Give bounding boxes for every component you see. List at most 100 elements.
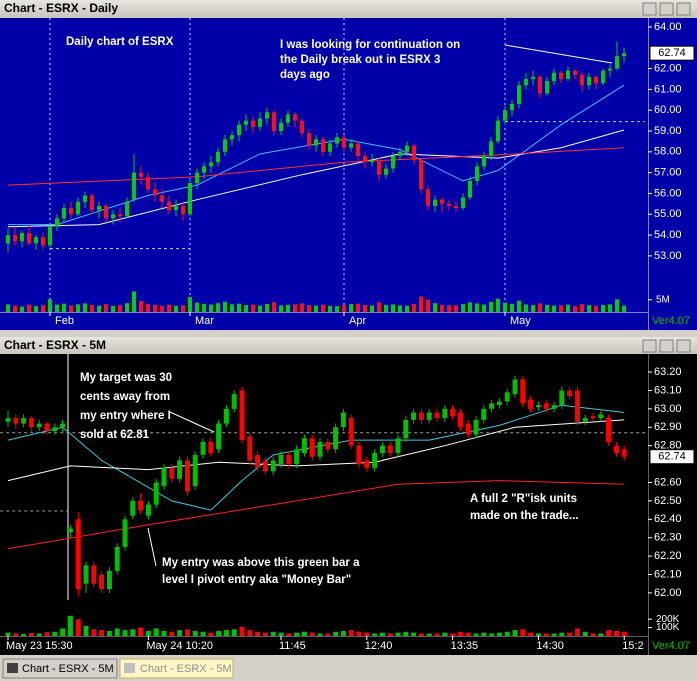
volume-bar xyxy=(504,631,510,636)
close-button[interactable] xyxy=(676,2,691,16)
annotation: days ago xyxy=(280,69,330,81)
window-buttons[interactable] xyxy=(642,339,691,353)
volume-bar xyxy=(146,304,150,312)
candle-body xyxy=(531,76,535,79)
tab-label[interactable]: Chart - ESRX - 5M xyxy=(22,663,114,675)
annotation: I was looking for continuation on xyxy=(280,39,460,51)
volume-bar xyxy=(239,626,245,636)
candle-body xyxy=(272,112,276,132)
candle-body xyxy=(559,72,563,79)
candle-body xyxy=(69,208,73,215)
volume-bar xyxy=(91,629,97,636)
candle-body xyxy=(598,414,604,419)
candle-body xyxy=(125,201,129,217)
volume-bar xyxy=(364,632,370,636)
candle-body xyxy=(512,379,518,395)
candle-body xyxy=(566,70,570,79)
max-button[interactable] xyxy=(659,339,674,353)
candle-body xyxy=(294,449,300,465)
volume-bar xyxy=(13,305,17,312)
candle-body xyxy=(91,565,97,584)
volume-bar xyxy=(426,633,432,636)
last-price-label: 62.74 xyxy=(658,47,686,59)
candle-body xyxy=(255,454,261,468)
volume-bar xyxy=(122,630,128,636)
volume-bar xyxy=(36,633,42,636)
volume-bar xyxy=(209,304,213,312)
y-tick-label: 53.00 xyxy=(654,250,682,262)
candle-body xyxy=(270,460,276,472)
volume-bar xyxy=(294,632,300,636)
candle-body xyxy=(160,195,164,202)
volume-bar xyxy=(372,633,378,636)
candle-body xyxy=(543,403,549,409)
volume-bar xyxy=(384,304,388,312)
candle-body xyxy=(278,454,284,465)
candle-body xyxy=(465,423,471,435)
min-button[interactable] xyxy=(642,2,657,16)
tab-icon xyxy=(124,663,135,673)
volume-bar xyxy=(418,633,424,636)
candle-body xyxy=(195,172,199,184)
candle-body xyxy=(177,460,183,479)
volume-bar xyxy=(608,304,612,312)
candle-body xyxy=(489,141,493,156)
volume-bar xyxy=(398,305,402,312)
candle-body xyxy=(20,232,24,242)
volume-bar xyxy=(34,306,38,312)
candle-body xyxy=(582,418,588,422)
window-title: Chart - ESRX - Daily xyxy=(4,1,118,15)
volume-bar xyxy=(395,632,401,636)
version-label: Ver4.07 xyxy=(652,640,690,652)
volume-bar xyxy=(434,633,440,636)
candle-body xyxy=(230,135,234,140)
volume-bar xyxy=(412,303,416,312)
candle-body xyxy=(36,423,42,428)
volume-bar xyxy=(598,633,604,636)
candle-body xyxy=(433,199,437,206)
volume-bar xyxy=(321,304,325,312)
x-tick-label: 13:35 xyxy=(451,640,479,652)
candle-body xyxy=(48,226,52,246)
volume-bar xyxy=(528,632,534,636)
volume-bar xyxy=(356,303,360,312)
candle-body xyxy=(426,412,432,420)
volume-bar xyxy=(567,632,573,636)
candle-body xyxy=(335,137,339,144)
volume-bar xyxy=(457,631,463,636)
candle-body xyxy=(132,172,136,200)
tab-icon xyxy=(7,663,18,673)
y-tick-label: 62.20 xyxy=(654,550,682,562)
version-label: Ver4.07 xyxy=(652,315,690,327)
candle-body xyxy=(412,145,416,161)
candle-body xyxy=(28,418,34,428)
candle-body xyxy=(419,160,423,190)
tab[interactable] xyxy=(2,658,118,679)
y-tick-label: 61.00 xyxy=(654,83,682,95)
candle-body xyxy=(27,232,31,244)
tab[interactable] xyxy=(119,658,234,679)
volume-bar xyxy=(349,304,353,312)
y-tick-label: 62.80 xyxy=(654,440,682,452)
candle-body xyxy=(216,423,222,450)
candle-body xyxy=(349,143,353,148)
volume-bar xyxy=(340,630,346,636)
candle-body xyxy=(356,143,360,156)
tab-label[interactable]: Chart - ESRX - 5M xyxy=(140,663,232,675)
min-button[interactable] xyxy=(642,339,657,353)
volume-bar xyxy=(613,630,619,636)
window-buttons[interactable] xyxy=(642,2,691,16)
candle-body xyxy=(418,412,424,420)
volume-bar xyxy=(262,632,268,636)
y-tick-label: 62.90 xyxy=(654,421,682,433)
max-button[interactable] xyxy=(659,2,674,16)
volume-bar xyxy=(174,305,178,312)
volume-bar xyxy=(230,304,234,312)
candle-body xyxy=(161,467,167,487)
annotation: My entry was above this green bar a xyxy=(162,557,360,569)
candle-body xyxy=(489,403,495,409)
close-button[interactable] xyxy=(676,339,691,353)
volume-bar xyxy=(223,630,229,636)
candle-body xyxy=(504,392,510,402)
